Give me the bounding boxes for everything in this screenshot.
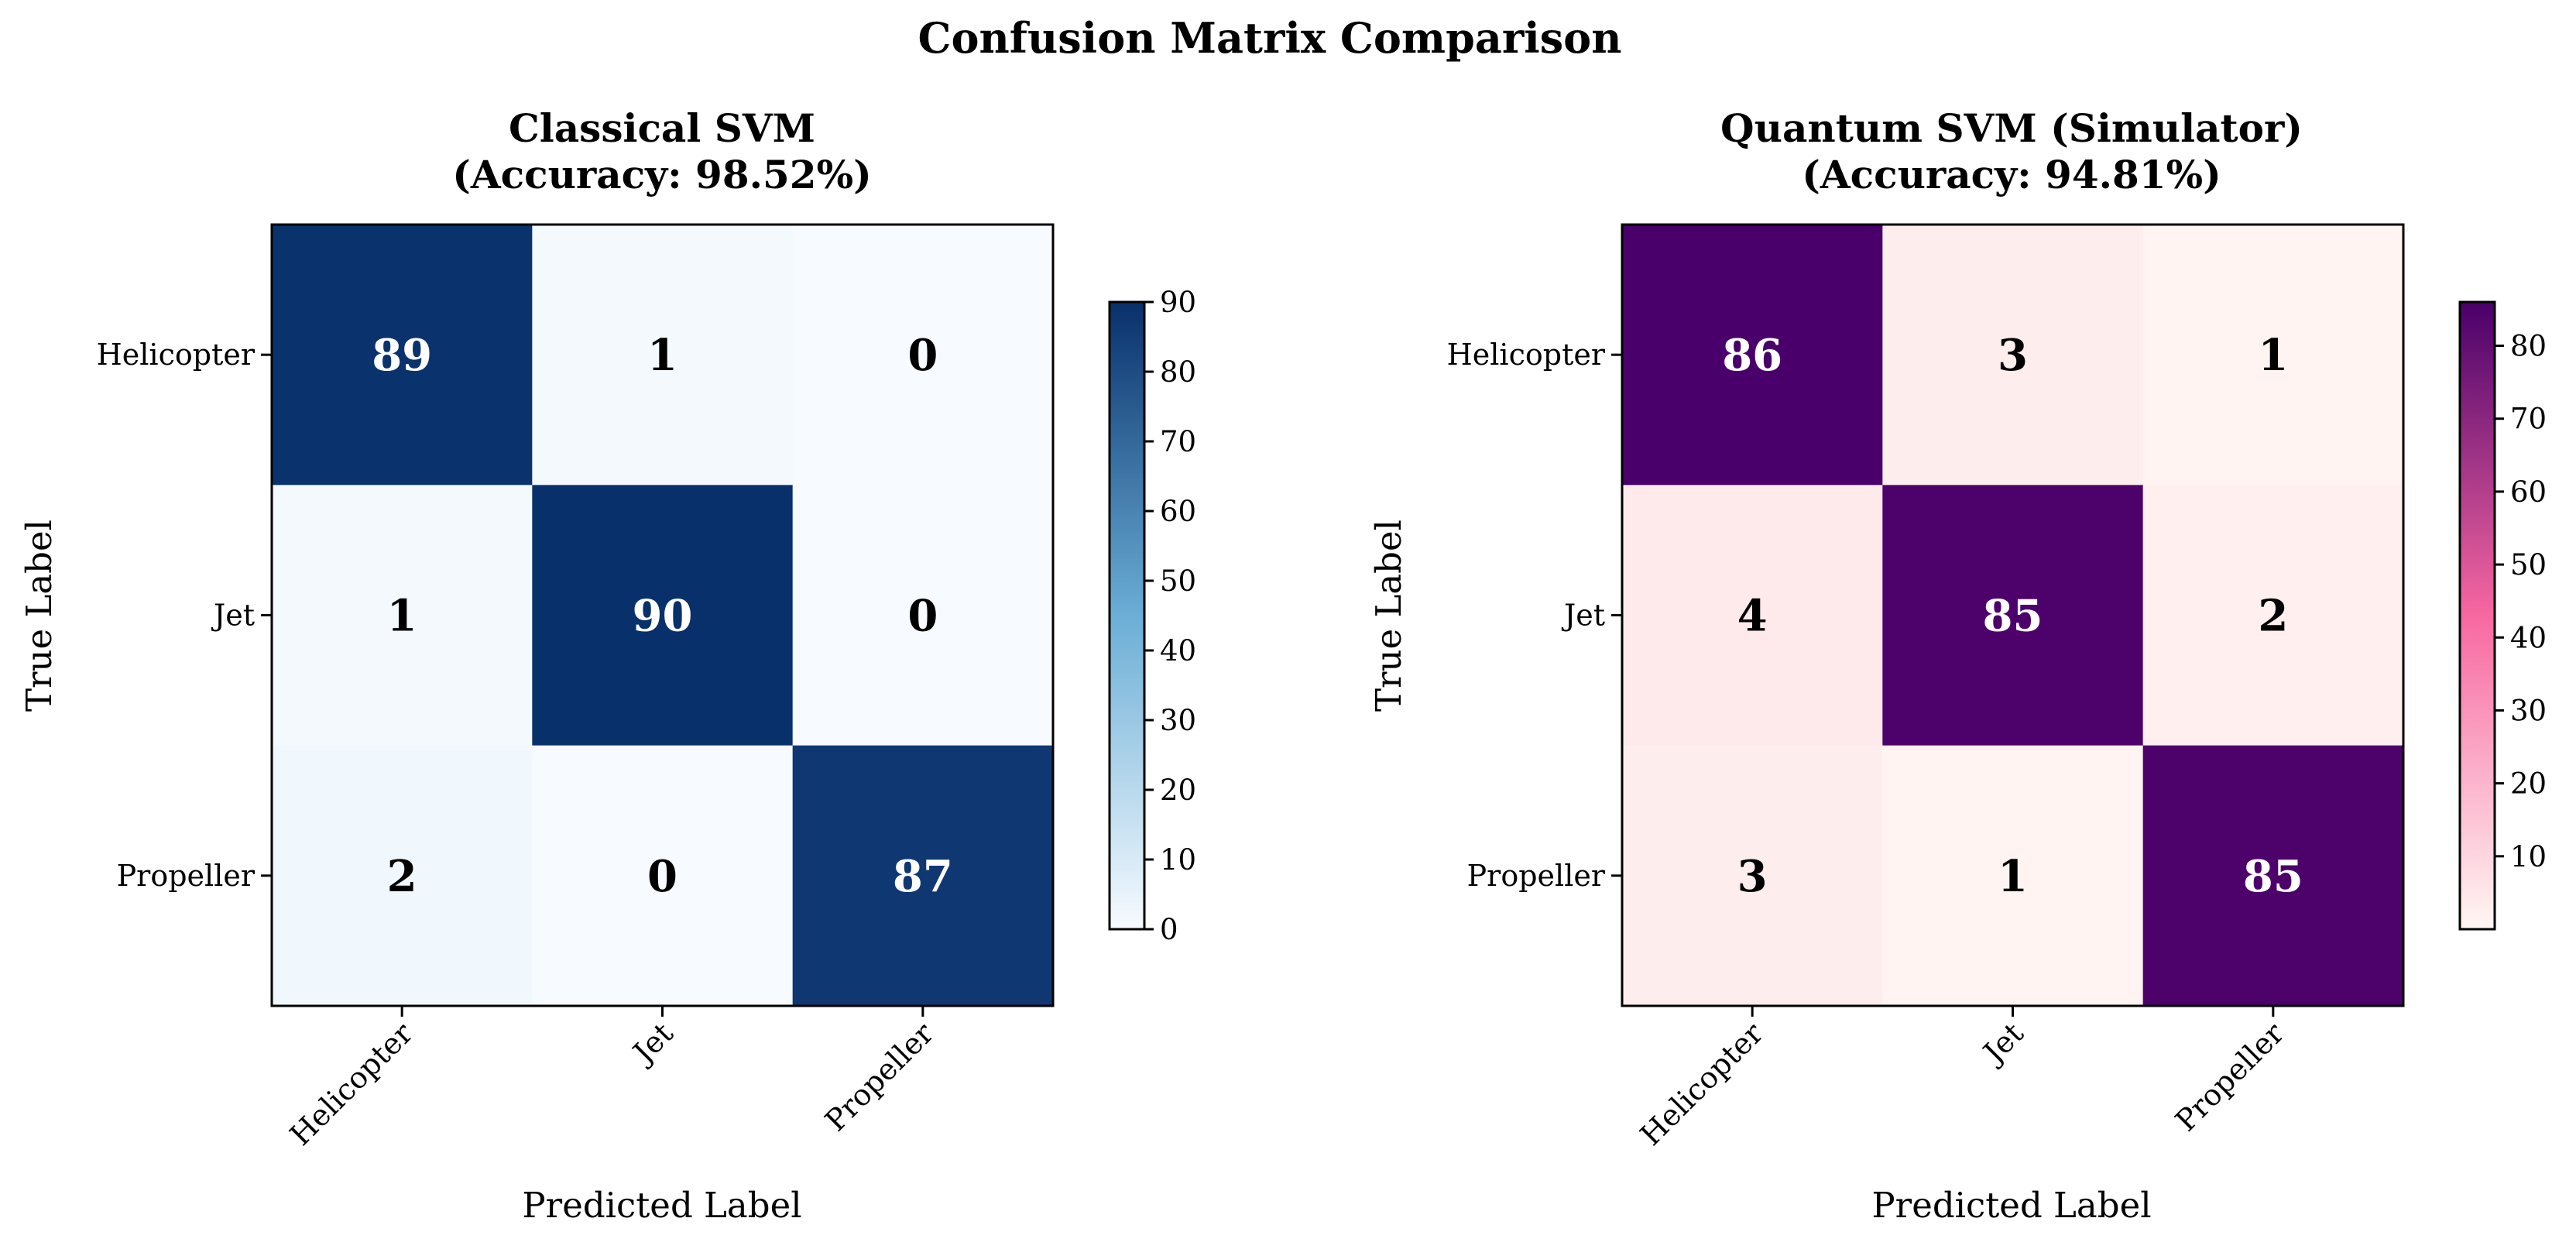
y-axis-label: True Label [1368, 520, 1409, 712]
cell-value-label: 85 [1983, 591, 2043, 642]
heatmap-cell [2142, 745, 2404, 1007]
cell-value-label: 85 [2243, 851, 2303, 902]
cell-value-label: 0 [907, 591, 938, 642]
colorbar-tick-label: 30 [1160, 704, 1196, 737]
heatmap-cell [792, 745, 1054, 1007]
panel-title-line1: Quantum SVM (Simulator) [1720, 105, 2303, 151]
colorbar-tick-label: 50 [1160, 564, 1196, 598]
heatmap-cell [1882, 745, 2144, 1007]
heatmap-cell [2142, 225, 2404, 486]
y-axis-label: True Label [19, 520, 60, 712]
colorbar-tick-label: 10 [2510, 840, 2547, 873]
cell-value-label: 87 [893, 851, 953, 902]
cell-value-label: 3 [1737, 851, 1768, 902]
cell-value-label: 0 [907, 330, 938, 381]
panel-title-line1: Classical SVM [509, 105, 815, 151]
colorbar-gradient [2458, 300, 2496, 931]
heatmap-cell [272, 745, 533, 1007]
y-tick-label: Helicopter [1447, 338, 1606, 372]
y-axis-ticks: Helicopter Jet Propeller [97, 338, 272, 893]
heatmap-cell [532, 485, 794, 746]
cell-value-label: 0 [647, 851, 677, 902]
heatmap-cell [1622, 225, 1883, 486]
y-tick-label: Propeller [117, 859, 256, 893]
heatmap-cell [1622, 485, 1883, 746]
heatmap-cell [1882, 485, 2144, 746]
y-tick-label: Jet [211, 599, 255, 633]
heatmap-cell [272, 225, 533, 486]
cell-value-label: 1 [647, 330, 677, 381]
heatmap-cells: 89 1 0 1 90 0 2 0 87 [272, 225, 1054, 1007]
quantum-svm-panel: Quantum SVM (Simulator) (Accuracy: 94.81… [1368, 105, 2547, 1226]
y-tick-label: Propeller [1467, 859, 1606, 893]
panel-title-line2: (Accuracy: 98.52%) [452, 152, 872, 197]
y-axis-ticks: Helicopter Jet Propeller [1447, 338, 1622, 893]
y-tick-label: Helicopter [97, 338, 256, 372]
colorbar-gradient [1108, 300, 1146, 931]
cell-value-label: 3 [1998, 330, 2028, 381]
colorbar-tick-label: 80 [2510, 330, 2547, 363]
colorbar-tick-label: 60 [2510, 475, 2547, 509]
heatmap-cells: 86 3 1 4 85 2 3 1 85 [1622, 225, 2404, 1007]
colorbar: 0 10 20 30 40 50 60 70 80 90 [1108, 286, 1196, 946]
heatmap-cell [532, 745, 794, 1007]
colorbar-tick-label: 70 [2510, 403, 2547, 436]
panel-title-line2: (Accuracy: 94.81%) [1802, 152, 2221, 197]
colorbar-tick-label: 0 [1160, 913, 1178, 946]
x-axis-label: Predicted Label [1871, 1185, 2151, 1226]
colorbar-tick-label: 90 [1160, 286, 1196, 319]
cell-value-label: 86 [1722, 330, 1782, 381]
heatmap-cell [532, 225, 794, 486]
colorbar-tick-label: 80 [1160, 355, 1196, 389]
heatmap-cell [1882, 225, 2144, 486]
colorbar-tick-label: 10 [1160, 843, 1196, 877]
cell-value-label: 2 [2258, 591, 2288, 642]
colorbar-tick-label: 20 [1160, 774, 1196, 807]
x-axis-label: Predicted Label [522, 1185, 801, 1226]
heatmap-cell [272, 485, 533, 746]
cell-value-label: 1 [2258, 330, 2288, 381]
colorbar-tick-label: 50 [2510, 548, 2547, 582]
colorbar-tick-label: 40 [2510, 621, 2547, 654]
cell-value-label: 90 [633, 591, 693, 642]
heatmap-cell [2142, 485, 2404, 746]
colorbar-tick-label: 30 [2510, 694, 2547, 727]
heatmap-cell [1622, 745, 1883, 1007]
cell-value-label: 1 [1998, 851, 2028, 902]
colorbar: 10 20 30 40 50 60 70 80 [2458, 300, 2547, 931]
heatmap-cell [792, 225, 1054, 486]
y-tick-label: Jet [1561, 599, 1605, 633]
cell-value-label: 2 [387, 851, 417, 902]
cell-value-label: 4 [1737, 591, 1768, 642]
cell-value-label: 1 [387, 591, 417, 642]
heatmap-cell [792, 485, 1054, 746]
colorbar-tick-label: 70 [1160, 425, 1196, 458]
figure-title: Confusion Matrix Comparison [918, 13, 1622, 63]
colorbar-tick-label: 40 [1160, 634, 1196, 667]
colorbar-tick-label: 60 [1160, 495, 1196, 528]
cell-value-label: 89 [372, 330, 432, 381]
colorbar-tick-label: 20 [2510, 767, 2547, 801]
